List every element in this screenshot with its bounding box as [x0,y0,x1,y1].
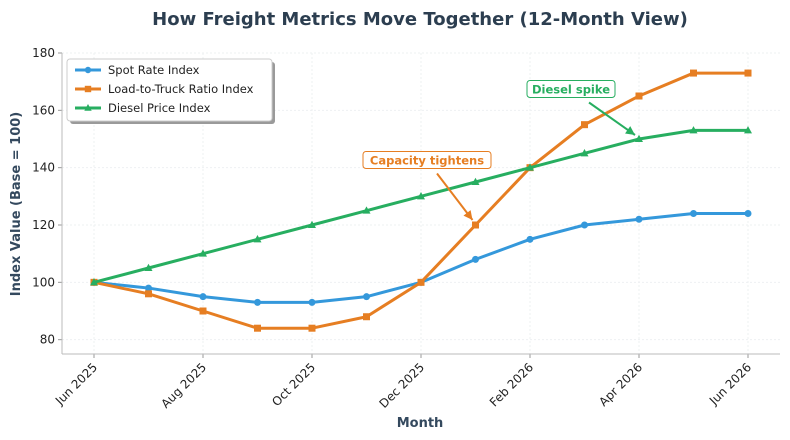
data-point [635,215,643,223]
x-axis-label: Month [397,416,444,431]
data-point [362,206,371,214]
x-tick-label: Oct 2025 [269,360,318,409]
x-tick-label: Jun 2026 [706,360,754,408]
data-point [308,220,316,228]
legend-label: Spot Rate Index [108,63,200,77]
series-2 [90,126,752,286]
data-point [635,92,643,100]
data-point [145,290,152,298]
annotation-arrowhead [625,126,635,135]
x-tick-label: Aug 2025 [158,360,209,411]
data-point [254,324,261,332]
data-point [199,249,207,257]
legend-box [66,58,273,122]
data-point [744,210,752,218]
legend-marker [84,66,92,74]
legend-marker [84,104,92,111]
annotation-label: Diesel spike [532,83,610,97]
legend-marker [84,85,92,93]
data-point [744,69,752,77]
data-point [526,163,534,171]
data-point [308,324,316,332]
data-point [308,298,316,306]
annotation-arrow [436,172,474,221]
annotation-box [526,80,616,98]
data-point [417,192,425,200]
legend: Spot Rate Index Load-to-Truck Ratio Index… [66,58,275,124]
data-point [471,177,480,185]
annotation-0: Capacity tightens [362,151,492,221]
data-point [253,235,262,243]
x-tick-label: Dec 2025 [377,360,428,411]
data-point [254,298,261,306]
annotations: Capacity tightens Diesel spike [362,80,636,221]
data-point [581,221,588,229]
data-point [690,210,697,218]
data-point [580,149,589,157]
data-point [145,284,152,292]
data-point [363,313,370,321]
data-point [144,263,153,271]
series [90,69,752,332]
annotation-box [362,151,492,169]
y-tick-label: 100 [32,275,55,289]
y-tick-label: 140 [32,161,55,175]
legend-label: Load-to-Truck Ratio Index [108,82,254,96]
legend-label: Diesel Price Index [108,101,211,115]
data-point [690,69,697,77]
data-point [744,126,752,134]
annotation-arrow [588,101,636,136]
annotation-label: Capacity tightens [370,154,484,168]
data-point [472,221,479,229]
data-point [635,134,643,142]
y-tick-label: 120 [32,218,55,232]
y-tick-label: 180 [32,46,55,60]
data-point [90,278,98,286]
data-point [472,255,479,263]
y-axis-label: Index Value (Base = 100) [9,112,24,297]
chart-title: How Freight Metrics Move Together (12-Mo… [152,9,688,30]
data-point [689,126,698,134]
annotation-1: Diesel spike [526,80,636,136]
data-point [417,278,425,286]
y-tick-label: 80 [40,333,55,347]
x-tick-label: Jun 2025 [52,360,100,408]
data-point [363,293,370,301]
data-point [526,235,534,243]
annotation-arrowhead [463,210,473,220]
x-tick-label: Apr 2026 [596,360,645,409]
data-point [581,121,588,129]
data-point [199,307,207,315]
x-tick-label: Feb 2026 [487,360,536,409]
y-tick-label: 160 [32,103,55,117]
data-point [199,293,207,301]
